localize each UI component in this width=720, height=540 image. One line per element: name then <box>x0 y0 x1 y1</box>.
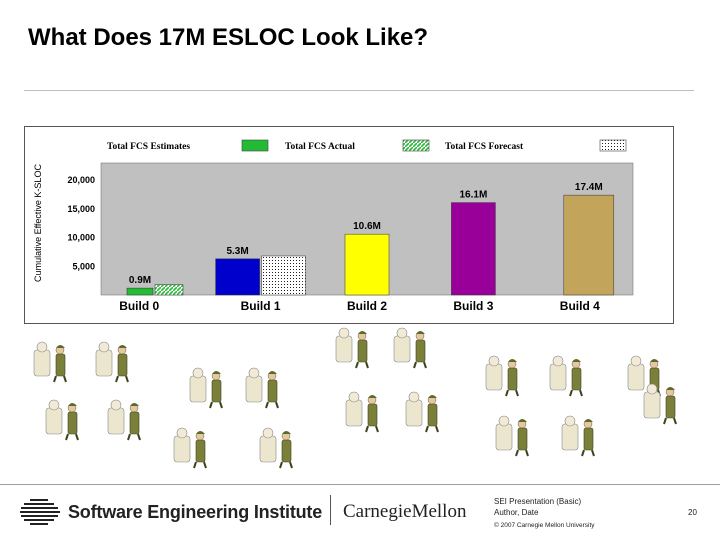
footer-vertical-divider <box>330 495 331 525</box>
bar-data-label: 5.3M <box>226 246 248 257</box>
bar-estimate <box>451 202 496 296</box>
soldier-icon <box>259 427 293 469</box>
y-tick-label: 10,000 <box>67 233 95 243</box>
soldier-icon <box>495 415 529 457</box>
bar-actual <box>261 255 306 296</box>
y-tick-label: 15,000 <box>67 204 95 214</box>
bar-estimate <box>126 287 154 296</box>
soldier-icon <box>335 327 369 369</box>
legend-label: Total FCS Forecast <box>445 142 524 152</box>
title-divider <box>24 90 694 91</box>
author-date: Author, Date <box>494 508 539 517</box>
soldier-icon <box>45 399 79 441</box>
bar-data-label: 10.6M <box>353 221 381 232</box>
bar-estimate <box>563 194 615 296</box>
slide-title: What Does 17M ESLOC Look Like? <box>28 24 429 51</box>
soldier-icon <box>561 415 595 457</box>
soldier-icon <box>33 341 67 383</box>
category-label: Build 1 <box>241 299 281 313</box>
soldiers-illustration <box>24 326 696 476</box>
sei-logo-icon <box>20 499 60 525</box>
category-label: Build 4 <box>560 299 600 313</box>
page-number: 20 <box>688 508 697 517</box>
bar-data-label: 17.4M <box>575 182 603 193</box>
footer-divider <box>0 484 720 485</box>
bar-actual <box>154 284 184 296</box>
legend-label: Total FCS Actual <box>285 142 355 152</box>
category-label: Build 2 <box>347 299 387 313</box>
soldier-icon <box>643 383 677 425</box>
soldier-icon <box>189 367 223 409</box>
legend-swatch <box>599 139 627 152</box>
soldier-icon <box>393 327 427 369</box>
soldier-icon <box>345 391 379 433</box>
soldier-icon <box>405 391 439 433</box>
y-tick-label: 20,000 <box>67 175 95 185</box>
y-tick-label: 5,000 <box>72 261 95 271</box>
bar-estimate <box>215 258 260 296</box>
sei-name: Software Engineering Institute <box>68 502 323 522</box>
category-label: Build 0 <box>119 299 159 313</box>
chart-frame: 5,000 10,000 15,000 20,000 Cumulative Effect… <box>24 126 674 324</box>
copyright: © 2007 Carnegie Mellon University <box>494 522 595 529</box>
soldier-icon <box>107 399 141 441</box>
legend-swatch <box>402 139 430 152</box>
soldier-icon <box>95 341 129 383</box>
chart: 5,000 10,000 15,000 20,000 Cumulative Effect… <box>33 139 634 313</box>
legend-swatch <box>241 139 269 152</box>
bar-data-label: 16.1M <box>460 190 488 201</box>
bar-estimate <box>344 233 390 296</box>
y-axis-title: Cumulative Effective K-SLOC <box>33 164 43 282</box>
cmu-name: CarnegieMellon <box>343 501 467 522</box>
legend-label: Total FCS Estimates <box>107 142 190 152</box>
soldier-icon <box>485 355 519 397</box>
soldier-icon <box>245 367 279 409</box>
soldier-icon <box>173 427 207 469</box>
bar-data-label: 0.9M <box>129 275 151 286</box>
presentation-label: SEI Presentation (Basic) <box>494 497 582 506</box>
category-label: Build 3 <box>453 299 493 313</box>
soldier-icon <box>549 355 583 397</box>
